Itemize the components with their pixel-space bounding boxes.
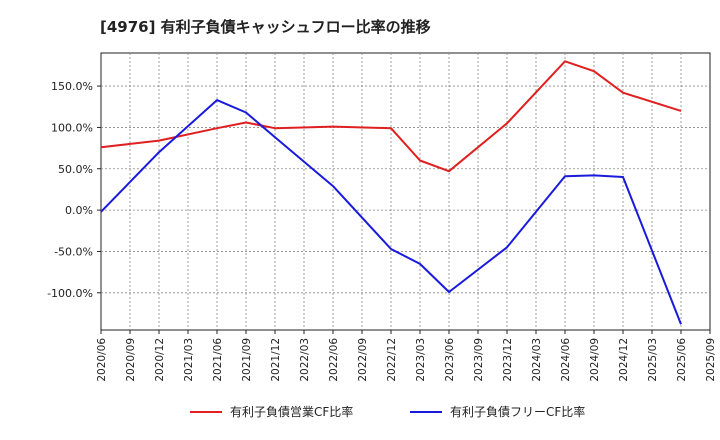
x-tick-label: 2022/12 [386,338,398,382]
x-tick-label: 2025/09 [705,338,717,382]
plot-area [100,52,711,331]
legend-label-1: 有利子負債営業CF比率 [230,404,353,419]
y-tick-label: 100.0% [51,121,93,134]
x-tick-label: 2024/12 [618,338,630,382]
x-tick-label: 2024/06 [560,338,572,382]
y-tick-label: 0.0% [65,204,93,217]
y-tick-label: -100.0% [47,287,93,300]
x-tick-label: 2024/09 [589,338,601,382]
x-tick-label: 2023/12 [502,338,514,382]
series-line-1 [100,60,682,173]
x-tick-label: 2020/12 [154,338,166,382]
x-tick-label: 2020/09 [125,338,137,382]
y-tick-label: 150.0% [51,80,93,93]
legend-label-2: 有利子負債フリーCF比率 [450,404,585,419]
x-tick-label: 2023/03 [415,338,427,382]
x-tick-label: 2021/09 [241,338,253,382]
x-tick-label: 2024/03 [531,338,543,382]
legend: 有利子負債営業CF比率 有利子負債フリーCF比率 [190,404,585,419]
y-axis-ticks: 150.0% 100.0% 50.0% 0.0% -50.0% -100.0% [47,80,101,300]
chart-title: [4976] 有利子負債キャッシュフロー比率の推移 [100,18,431,36]
grid-lines [101,53,710,330]
x-tick-label: 2022/03 [299,338,311,382]
x-tick-label: 2020/06 [96,338,108,382]
x-tick-label: 2025/06 [676,338,688,382]
x-tick-label: 2021/12 [270,338,282,382]
y-tick-label: 50.0% [58,163,93,176]
y-tick-label: -50.0% [54,245,93,258]
x-tick-label: 2025/03 [647,338,659,382]
x-tick-label: 2023/06 [444,338,456,382]
x-axis-ticks: 2020/06 2020/09 2020/12 2021/03 2021/06 2021/… [96,330,717,382]
x-tick-label: 2023/09 [473,338,485,382]
x-tick-label: 2021/03 [183,338,195,382]
x-tick-label: 2022/06 [328,338,340,382]
x-tick-label: 2021/06 [212,338,224,382]
series-line-2 [100,99,682,325]
series-lines [100,60,682,325]
x-tick-label: 2022/09 [357,338,369,382]
